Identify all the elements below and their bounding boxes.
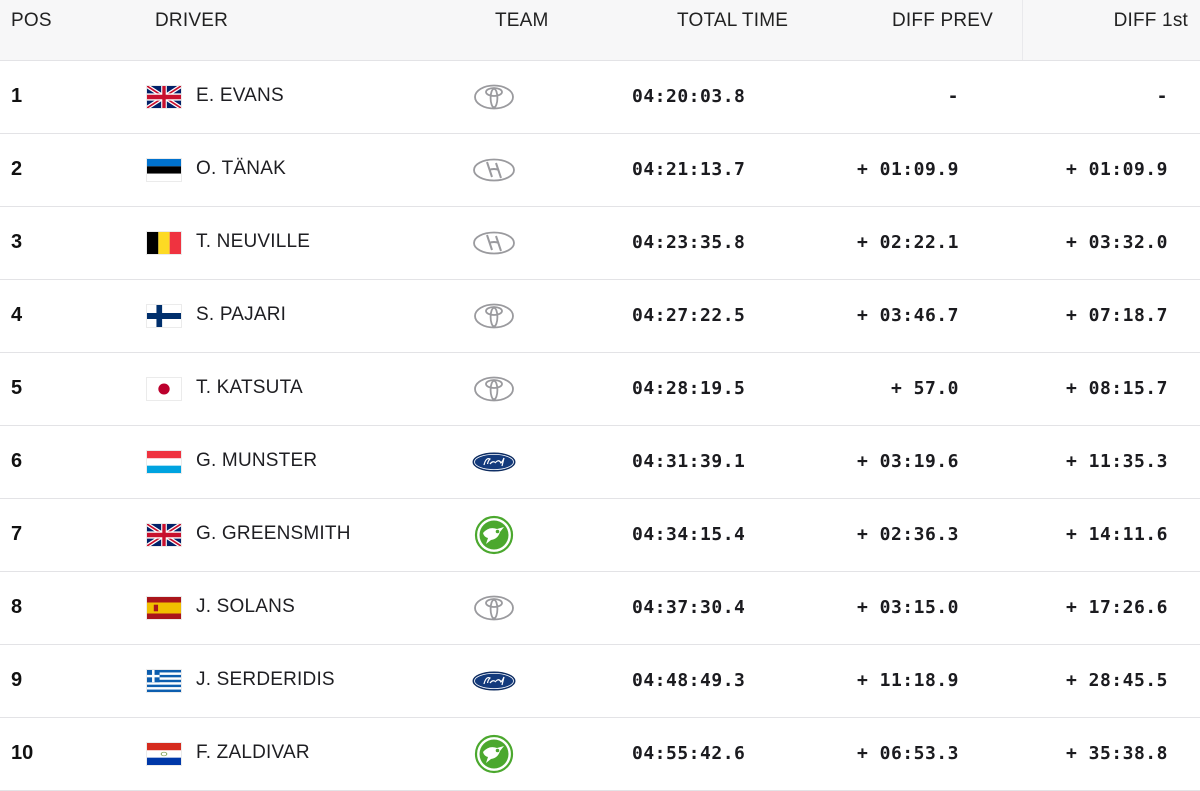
diff-first: + 07:18.7 (1065, 305, 1168, 326)
driver-name[interactable]: J. SOLANS (196, 596, 295, 617)
table-row[interactable]: 6 G. MUNSTER 04:31:39.1 + 03:19.6 + 11:35.3 (0, 426, 1200, 499)
es-flag-icon (147, 597, 181, 619)
table-body: 1 E. EVANS 04:20:03.8 - - 2 O. TÄNAK 04:21:13.7… (0, 61, 1200, 791)
diff-prev: + 03:19.6 (856, 451, 959, 472)
position: 7 (11, 523, 23, 545)
diff-first: + 03:32.0 (1065, 232, 1168, 253)
table-row[interactable]: 7 G. GREENSMITH 04:34:15.4 + 02:36.3 + 14:11… (0, 499, 1200, 572)
total-time: 04:23:35.8 (632, 232, 746, 253)
diff-first: + 11:35.3 (1065, 451, 1168, 472)
table-row[interactable]: 8 J. SOLANS 04:37:30.4 + 03:15.0 + 17:26.6 (0, 572, 1200, 645)
table-row[interactable]: 3 T. NEUVILLE 04:23:35.8 + 02:22.1 + 03:32.0 (0, 207, 1200, 280)
header-divider (1022, 0, 1023, 60)
diff-first: + 35:38.8 (1065, 743, 1168, 764)
pos-header[interactable]: POS (11, 10, 52, 31)
diff-first: - (1156, 86, 1168, 107)
diff-prev: + 06:53.3 (856, 743, 959, 764)
position: 3 (11, 231, 23, 253)
gb-flag-icon (147, 524, 181, 546)
table-row[interactable]: 9 J. SERDERIDIS 04:48:49.3 + 11:18.9 + 28:45… (0, 645, 1200, 718)
total-time: 04:28:19.5 (632, 378, 746, 399)
table-row[interactable]: 1 E. EVANS 04:20:03.8 - - (0, 61, 1200, 134)
table-row[interactable]: 2 O. TÄNAK 04:21:13.7 + 01:09.9 + 01:09.9 (0, 134, 1200, 207)
total-time: 04:31:39.1 (632, 451, 746, 472)
table-row[interactable]: 4 S. PAJARI 04:27:22.5 + 03:46.7 + 07:18.7 (0, 280, 1200, 353)
py-flag-icon (147, 743, 181, 765)
skoda-logo-icon (471, 734, 517, 774)
position: 2 (11, 158, 23, 180)
driver-header[interactable]: DRIVER (155, 10, 228, 31)
toyota-logo-icon (471, 588, 517, 628)
driver-name[interactable]: J. SERDERIDIS (196, 669, 335, 690)
total-time: 04:34:15.4 (632, 524, 746, 545)
lu-flag-icon (147, 451, 181, 473)
ford-logo-icon (471, 442, 517, 482)
hyundai-logo-icon (471, 150, 517, 190)
table-row[interactable]: 5 T. KATSUTA 04:28:19.5 + 57.0 + 08:15.7 (0, 353, 1200, 426)
table-header: POS DRIVER TEAM TOTAL TIME DIFF PREV DIF… (0, 0, 1200, 61)
position: 8 (11, 596, 23, 618)
total-time: 04:21:13.7 (632, 159, 746, 180)
toyota-logo-icon (471, 369, 517, 409)
diff-first-header[interactable]: DIFF 1st (1113, 10, 1188, 31)
diff-first: + 17:26.6 (1065, 597, 1168, 618)
driver-name[interactable]: F. ZALDIVAR (196, 742, 310, 763)
position: 1 (11, 85, 23, 107)
diff-prev: + 57.0 (890, 378, 959, 399)
table-row[interactable]: 10 F. ZALDIVAR 04:55:42.6 + 06:53.3 + 35:38.… (0, 718, 1200, 791)
diff-prev: + 03:15.0 (856, 597, 959, 618)
skoda-logo-icon (471, 515, 517, 555)
diff-first: + 14:11.6 (1065, 524, 1168, 545)
be-flag-icon (147, 232, 181, 254)
diff-prev-header[interactable]: DIFF PREV (892, 10, 994, 31)
diff-prev: + 02:36.3 (856, 524, 959, 545)
total-time: 04:37:30.4 (632, 597, 746, 618)
driver-name[interactable]: G. MUNSTER (196, 450, 318, 471)
gb-flag-icon (147, 86, 181, 108)
position: 6 (11, 450, 23, 472)
fi-flag-icon (147, 305, 181, 327)
diff-prev: + 02:22.1 (856, 232, 959, 253)
diff-prev: - (947, 86, 959, 107)
team-header[interactable]: TEAM (495, 10, 549, 31)
total-time: 04:20:03.8 (632, 86, 746, 107)
total-time: 04:48:49.3 (632, 670, 746, 691)
diff-prev: + 03:46.7 (856, 305, 959, 326)
jp-flag-icon (147, 378, 181, 400)
toyota-logo-icon (471, 77, 517, 117)
toyota-logo-icon (471, 296, 517, 336)
ee-flag-icon (147, 159, 181, 181)
driver-name[interactable]: S. PAJARI (196, 304, 287, 325)
total-time-header[interactable]: TOTAL TIME (677, 10, 789, 31)
driver-name[interactable]: T. KATSUTA (196, 377, 303, 398)
diff-first: + 08:15.7 (1065, 378, 1168, 399)
gr-flag-icon (147, 670, 181, 692)
total-time: 04:27:22.5 (632, 305, 746, 326)
driver-name[interactable]: O. TÄNAK (196, 158, 286, 179)
position: 9 (11, 669, 23, 691)
driver-name[interactable]: T. NEUVILLE (196, 231, 311, 252)
ford-logo-icon (471, 661, 517, 701)
diff-prev: + 01:09.9 (856, 159, 959, 180)
position: 5 (11, 377, 23, 399)
diff-first: + 01:09.9 (1065, 159, 1168, 180)
hyundai-logo-icon (471, 223, 517, 263)
position: 4 (11, 304, 23, 326)
driver-name[interactable]: G. GREENSMITH (196, 523, 351, 544)
driver-name[interactable]: E. EVANS (196, 85, 284, 106)
diff-first: + 28:45.5 (1065, 670, 1168, 691)
position: 10 (11, 742, 34, 764)
diff-prev: + 11:18.9 (856, 670, 959, 691)
total-time: 04:55:42.6 (632, 743, 746, 764)
